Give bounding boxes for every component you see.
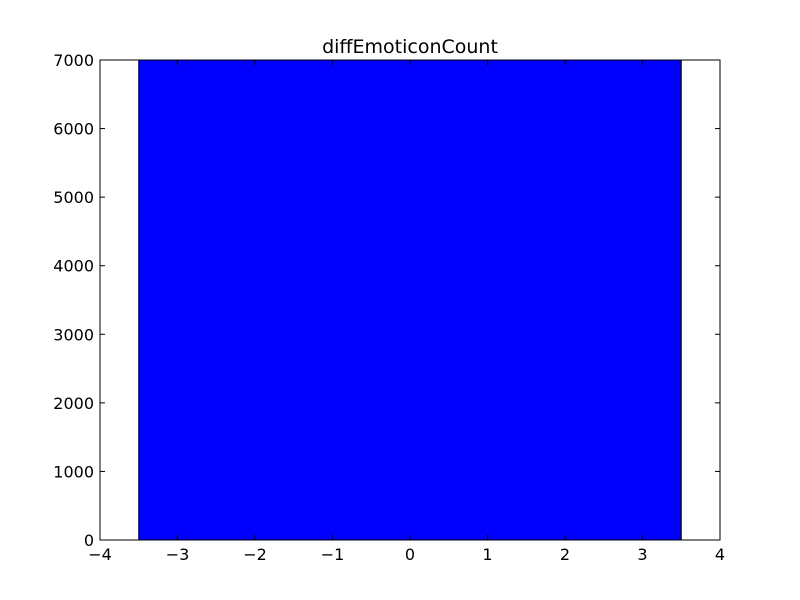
x-tick-label: 0 — [405, 545, 415, 564]
y-tick-label: 5000 — [53, 188, 94, 207]
x-tick-label: −3 — [166, 545, 190, 564]
bars-layer — [138, 59, 682, 541]
y-tick-label: 6000 — [53, 120, 94, 139]
x-tick-label: −2 — [243, 545, 267, 564]
y-tick-label: 4000 — [53, 257, 94, 276]
x-tick-label: −4 — [88, 545, 112, 564]
y-tick-label: 2000 — [53, 394, 94, 413]
x-tick-label: 2 — [560, 545, 570, 564]
y-tick-label: 3000 — [53, 325, 94, 344]
y-tick-label: 1000 — [53, 462, 94, 481]
x-tick-label: 4 — [715, 545, 725, 564]
plot-frame — [99, 59, 721, 541]
ticks-layer: −4 −3 −2 −1 0 1 2 3 4 0 1000 2000 3000 4000 5000 6000 70… — [53, 51, 725, 564]
x-tick-label: −1 — [321, 545, 345, 564]
x-tick-label: 1 — [482, 545, 492, 564]
y-tick-label: 0 — [84, 531, 94, 550]
histogram-bar — [138, 59, 682, 541]
y-tick-label: 7000 — [53, 51, 94, 70]
x-tick-label: 3 — [637, 545, 647, 564]
chart-title: diffEmoticonCount — [322, 36, 498, 58]
